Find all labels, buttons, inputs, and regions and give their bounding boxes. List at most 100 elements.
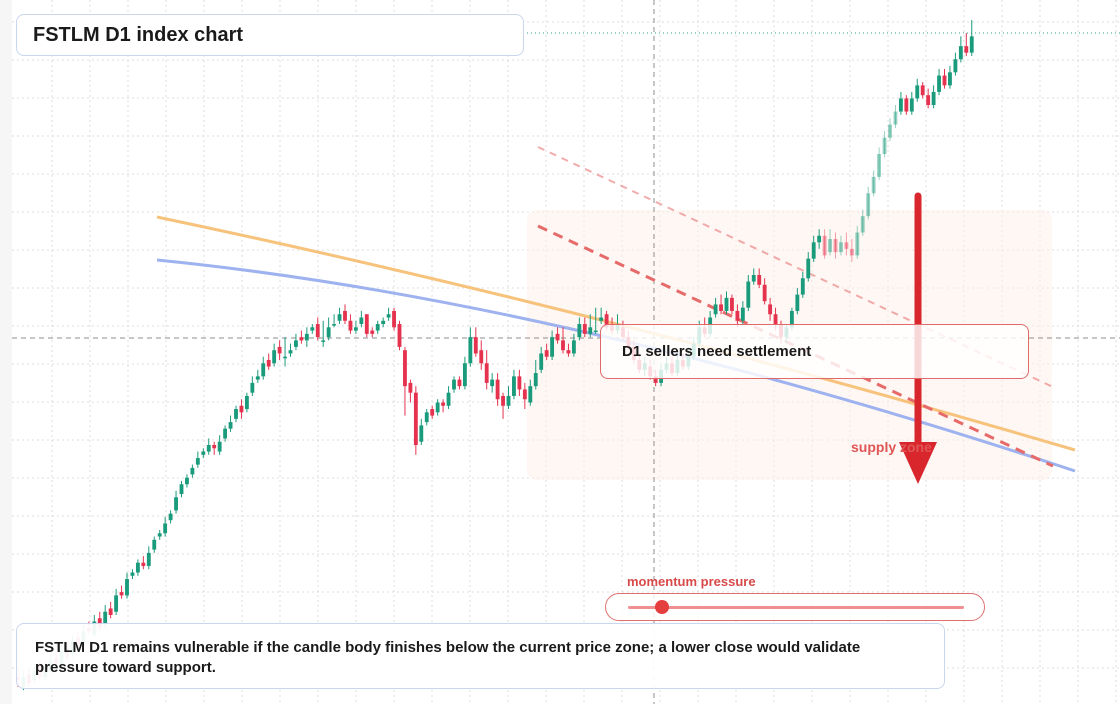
candle-body: [457, 379, 462, 387]
candle-body: [762, 284, 767, 302]
candle-body: [392, 310, 396, 328]
resistance-line-lower: [537, 224, 1054, 468]
candle-body: [353, 327, 358, 331]
candle-body: [364, 314, 369, 334]
candle-body: [413, 392, 418, 445]
candle-body: [822, 235, 827, 256]
candle-body: [800, 278, 805, 295]
candle-body: [969, 36, 974, 53]
callout-text: D1 sellers need settlement: [622, 343, 812, 360]
candle-body: [517, 376, 522, 390]
candle-body: [157, 533, 162, 537]
candle-body: [757, 275, 762, 285]
candle-body: [958, 46, 963, 60]
candle-body: [261, 363, 266, 377]
candle-body: [512, 376, 516, 396]
candle-body: [424, 412, 429, 423]
candle-body: [419, 425, 424, 442]
candle-body: [582, 324, 587, 334]
momentum-label: momentum pressure: [627, 574, 756, 589]
candle-body: [163, 523, 168, 534]
candle-body: [844, 242, 849, 249]
momentum-gauge: [605, 593, 985, 621]
candle-body: [931, 91, 936, 105]
chart-title-box: FSTLM D1 index chart: [16, 14, 524, 56]
candle-body: [343, 310, 347, 321]
candle-body: [550, 337, 555, 357]
candle-body: [539, 353, 544, 370]
candle-body: [315, 324, 320, 338]
candle-body: [441, 402, 446, 406]
candle-body: [904, 98, 909, 112]
left-edge-strip: [0, 0, 12, 704]
candle-body: [277, 346, 282, 354]
candle-body: [272, 350, 277, 364]
candle-body: [751, 275, 756, 282]
candle-body: [370, 330, 375, 334]
candle-body: [435, 402, 440, 413]
candle-body: [168, 513, 173, 521]
candle-body: [223, 428, 228, 439]
candle-body: [811, 242, 816, 259]
momentum-knob: [655, 600, 670, 614]
candle-body: [446, 392, 451, 406]
candle-body: [119, 592, 124, 596]
candle-body: [937, 75, 941, 92]
candle-body: [397, 324, 402, 347]
sellers-callout: D1 sellers need settlement: [600, 324, 1029, 379]
candle-body: [926, 95, 931, 105]
candle-body: [190, 467, 195, 475]
candle-body: [920, 85, 925, 96]
candle-body: [866, 193, 871, 217]
candle-body: [942, 75, 947, 86]
candle-body: [795, 294, 800, 311]
candle-body: [577, 324, 582, 338]
candle-body: [719, 304, 723, 311]
candle-body: [768, 304, 773, 315]
candle-body: [501, 395, 505, 406]
candle-body: [201, 451, 206, 455]
candle-body: [773, 314, 778, 325]
candle-body: [359, 317, 364, 325]
candle-body: [174, 497, 178, 511]
candle-body: [484, 363, 489, 383]
bearish-arrow-head: [899, 442, 937, 484]
candle-body: [452, 379, 456, 390]
candle-body: [430, 409, 435, 416]
chart-title: FSTLM D1 index chart: [33, 23, 244, 46]
candle-body: [588, 327, 593, 334]
momentum-track-line: [628, 606, 964, 609]
candle-body: [103, 611, 108, 625]
candle-body: [533, 373, 538, 387]
candle-body: [130, 572, 135, 576]
candle-body: [833, 239, 838, 253]
candle-body: [855, 232, 860, 256]
candle-body: [806, 258, 811, 279]
candle-body: [141, 562, 146, 566]
candle-body: [179, 484, 184, 495]
candle-body: [386, 314, 391, 318]
candle-body: [337, 314, 342, 321]
candle-body: [250, 382, 255, 393]
candle-body: [473, 337, 478, 354]
candle-body: [599, 317, 604, 321]
candle-body: [893, 111, 898, 125]
candle-body: [544, 350, 549, 357]
candle-body: [288, 350, 293, 354]
candle-body: [915, 85, 920, 99]
candle-body: [828, 239, 832, 253]
candle-body: [740, 307, 745, 321]
candle-body: [234, 409, 238, 419]
candle-body: [964, 46, 969, 53]
candle-body: [495, 379, 500, 400]
candle-body: [348, 320, 353, 331]
candle-body: [185, 477, 189, 485]
candle-body: [114, 595, 119, 612]
candle-body: [490, 379, 495, 387]
candle-body: [255, 376, 260, 380]
candle-body: [724, 297, 729, 311]
supply-zone-label: supply zone: [851, 439, 932, 455]
candle-body: [882, 137, 887, 155]
candle-body: [375, 324, 380, 331]
analysis-note: FSTLM D1 remains vulnerable if the candl…: [16, 623, 945, 689]
